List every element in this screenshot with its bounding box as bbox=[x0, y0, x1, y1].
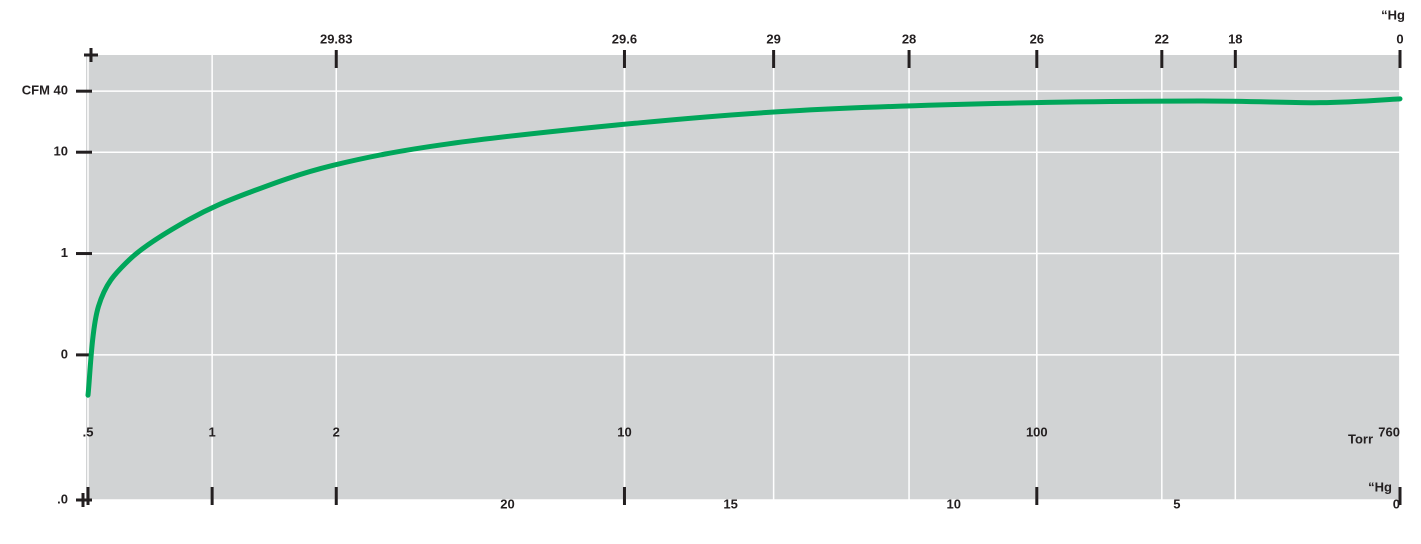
y-tick-label: .0 bbox=[57, 491, 68, 506]
x2-tick-label: 0 bbox=[1396, 31, 1403, 46]
x-tick-label: 1 bbox=[209, 424, 216, 439]
x-axis-label: Torr bbox=[1348, 431, 1373, 446]
x2-tick-label: 28 bbox=[902, 31, 916, 46]
x3-tick-label: 10 bbox=[947, 496, 961, 511]
x2-tick-label: 29.83 bbox=[320, 31, 353, 46]
plot-area bbox=[86, 55, 1400, 500]
x-tick-label: 760 bbox=[1378, 424, 1400, 439]
bottom-axis-unit: “Hg bbox=[1368, 479, 1392, 494]
x-tick-label: 100 bbox=[1026, 424, 1048, 439]
x2-tick-label: 26 bbox=[1030, 31, 1044, 46]
grid bbox=[86, 55, 1401, 501]
x3-tick-label: 20 bbox=[500, 496, 514, 511]
y-tick-label: CFM 40 bbox=[22, 83, 68, 98]
x2-tick-label: 18 bbox=[1228, 31, 1242, 46]
y-tick-label: 1 bbox=[61, 245, 68, 260]
x2-tick-label: 22 bbox=[1155, 31, 1169, 46]
y-tick-label: 10 bbox=[54, 144, 68, 159]
x-tick-label: 10 bbox=[617, 424, 631, 439]
x3-tick-label: 0 bbox=[1393, 496, 1400, 511]
x3-tick-label: 5 bbox=[1173, 496, 1180, 511]
top-axis-unit: “Hg bbox=[1381, 7, 1405, 22]
x-tick-label: .5 bbox=[83, 424, 94, 439]
x2-tick-label: 29.6 bbox=[612, 31, 637, 46]
x2-tick-label: 29 bbox=[766, 31, 780, 46]
corner-cross bbox=[84, 48, 98, 62]
curve bbox=[85, 96, 1403, 398]
y-tick-label: 0 bbox=[61, 346, 68, 361]
x-tick-label: 2 bbox=[333, 424, 340, 439]
x3-tick-label: 15 bbox=[723, 496, 737, 511]
